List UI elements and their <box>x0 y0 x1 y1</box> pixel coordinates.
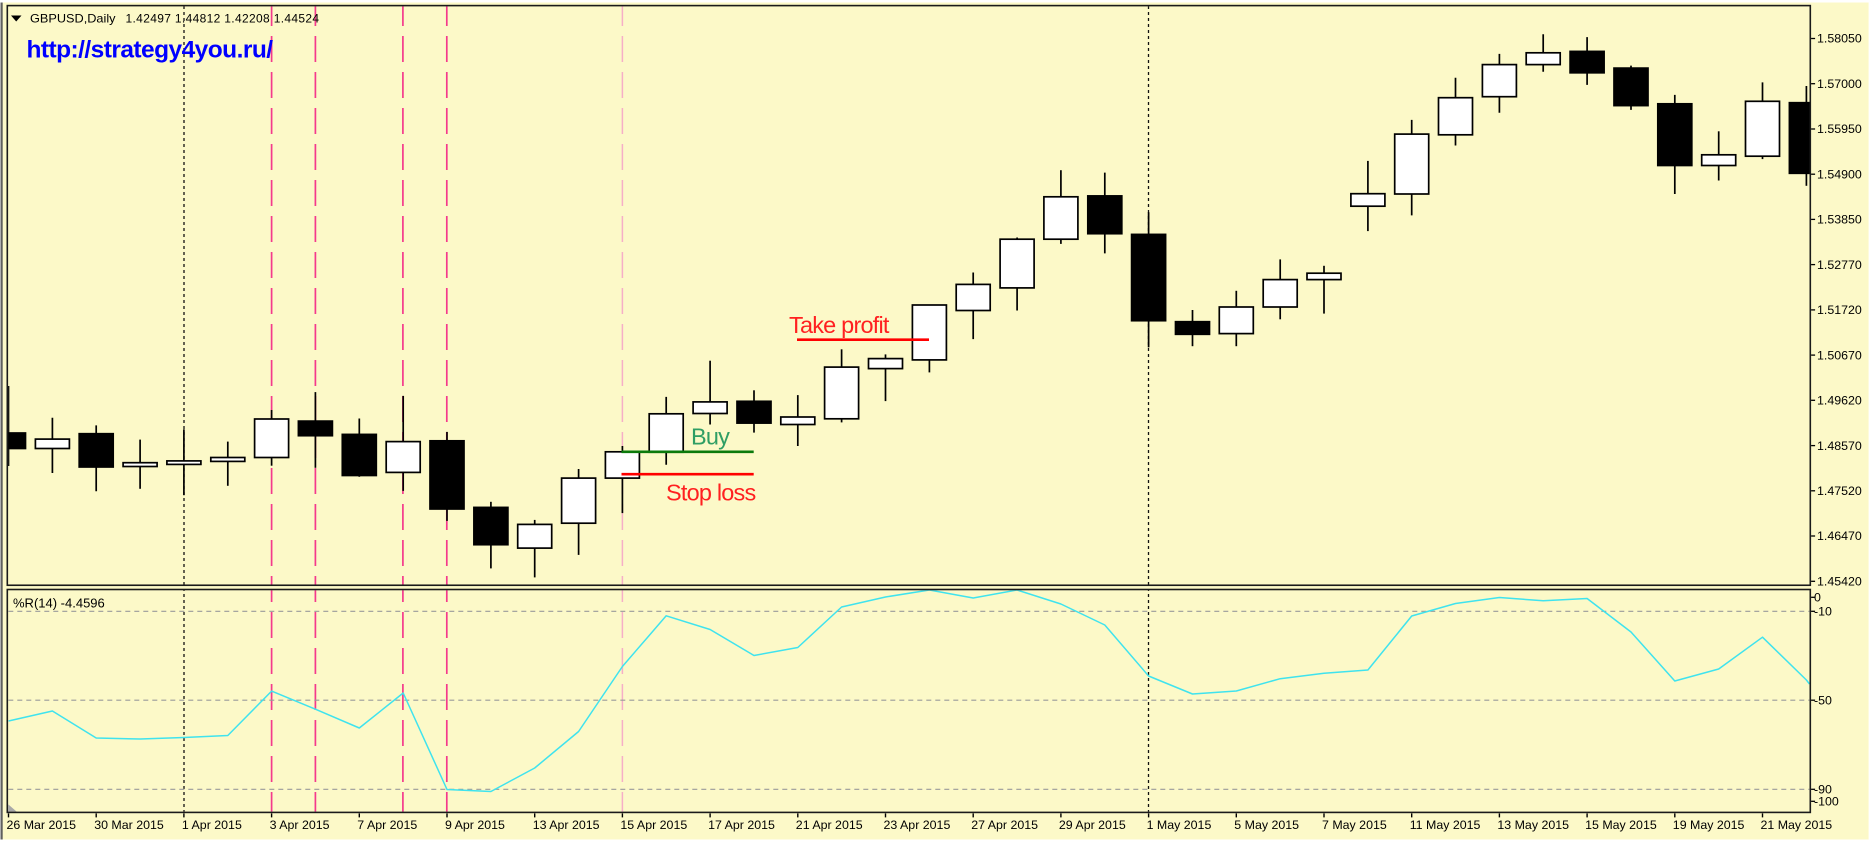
svg-text:1.45420: 1.45420 <box>1817 575 1862 589</box>
svg-text:1 Apr 2015: 1 Apr 2015 <box>182 818 242 832</box>
svg-text:1.52770: 1.52770 <box>1817 258 1862 272</box>
svg-text:-10: -10 <box>1814 605 1832 619</box>
svg-text:13 May 2015: 13 May 2015 <box>1497 818 1569 832</box>
svg-text:1.55950: 1.55950 <box>1817 122 1862 136</box>
svg-text:27 Apr 2015: 27 Apr 2015 <box>971 818 1038 832</box>
svg-text:11 May 2015: 11 May 2015 <box>1410 818 1481 832</box>
svg-text:13 Apr 2015: 13 Apr 2015 <box>533 818 600 832</box>
svg-text:21 Apr 2015: 21 Apr 2015 <box>796 818 863 832</box>
svg-text:29 Apr 2015: 29 Apr 2015 <box>1059 818 1126 832</box>
svg-text:Buy: Buy <box>691 424 730 450</box>
svg-text:-50: -50 <box>1814 693 1832 707</box>
svg-text:1.42497 1.44812 1.42208 1.4452: 1.42497 1.44812 1.42208 1.44524 <box>126 11 320 25</box>
svg-text:Stop loss: Stop loss <box>666 480 756 506</box>
svg-text:-100: -100 <box>1814 795 1839 809</box>
svg-text:http://strategy4you.ru/: http://strategy4you.ru/ <box>27 37 274 64</box>
svg-text:3 Apr 2015: 3 Apr 2015 <box>270 818 330 832</box>
svg-text:1.47520: 1.47520 <box>1817 484 1862 498</box>
svg-text:7 Apr 2015: 7 Apr 2015 <box>357 818 417 832</box>
svg-text:1.57000: 1.57000 <box>1817 77 1862 91</box>
svg-text:Take profit: Take profit <box>789 312 890 338</box>
svg-text:30 Mar 2015: 30 Mar 2015 <box>94 818 164 832</box>
svg-text:7 May 2015: 7 May 2015 <box>1322 818 1387 832</box>
svg-text:17 Apr 2015: 17 Apr 2015 <box>708 818 775 832</box>
svg-text:5 May 2015: 5 May 2015 <box>1234 818 1299 832</box>
svg-text:19 May 2015: 19 May 2015 <box>1673 818 1745 832</box>
svg-text:21 May 2015: 21 May 2015 <box>1761 818 1833 832</box>
svg-text:23 Apr 2015: 23 Apr 2015 <box>884 818 951 832</box>
svg-text:26 Mar 2015: 26 Mar 2015 <box>7 818 77 832</box>
svg-text:1.58050: 1.58050 <box>1817 32 1862 46</box>
svg-text:%R(14) -4.4596: %R(14) -4.4596 <box>13 596 105 611</box>
svg-text:0: 0 <box>1814 591 1821 605</box>
svg-text:-90: -90 <box>1814 783 1832 797</box>
svg-text:1.54900: 1.54900 <box>1817 167 1862 181</box>
svg-text:1.50670: 1.50670 <box>1817 348 1862 362</box>
svg-text:1.53850: 1.53850 <box>1817 213 1862 227</box>
svg-text:9 Apr 2015: 9 Apr 2015 <box>445 818 505 832</box>
svg-text:GBPUSD,Daily: GBPUSD,Daily <box>30 11 116 25</box>
svg-text:1.46470: 1.46470 <box>1817 529 1862 543</box>
svg-text:1.49620: 1.49620 <box>1817 394 1862 408</box>
svg-text:15 Apr 2015: 15 Apr 2015 <box>620 818 687 832</box>
svg-text:1 May 2015: 1 May 2015 <box>1147 818 1212 832</box>
svg-text:15 May 2015: 15 May 2015 <box>1585 818 1657 832</box>
svg-text:1.48570: 1.48570 <box>1817 439 1862 453</box>
svg-text:1.51720: 1.51720 <box>1817 303 1862 317</box>
